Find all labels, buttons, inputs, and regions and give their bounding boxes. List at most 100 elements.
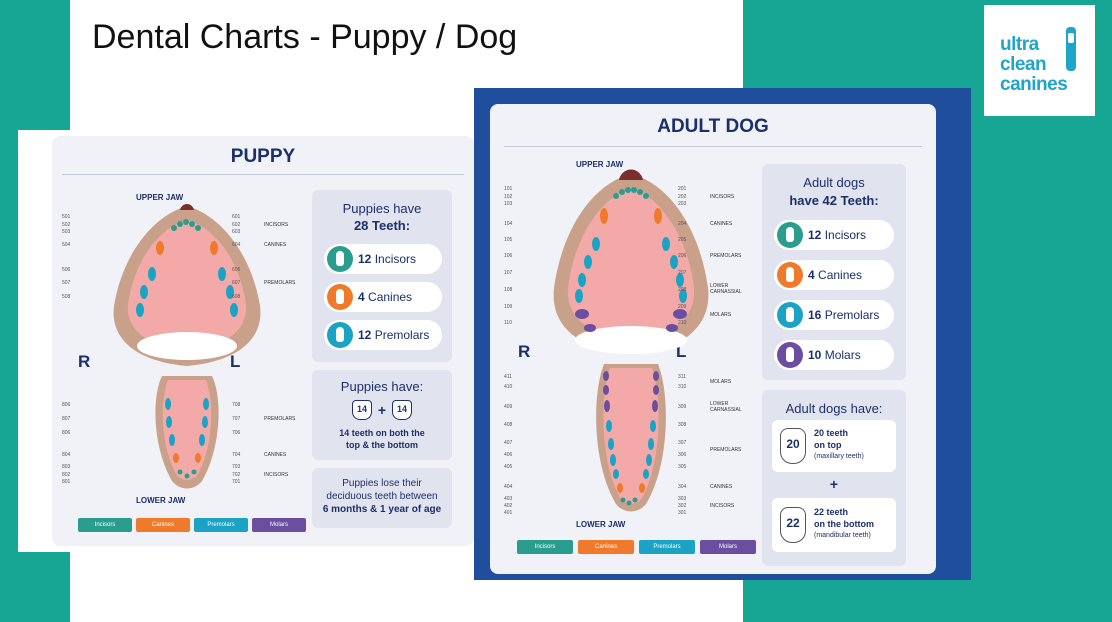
dog-num-103: 103	[504, 201, 513, 207]
premolar-icon	[777, 302, 803, 328]
puppy-legend-incisors: Incisors	[78, 518, 132, 532]
dog-top-count: 20	[780, 428, 806, 464]
dog-upper-incisors	[613, 187, 649, 199]
puppy-num-608: 608	[232, 294, 241, 300]
dog-molars-pill: 10 Molars	[774, 340, 894, 370]
puppy-group-lower-incisors: INCISORS	[264, 472, 289, 478]
dog-teeth-summary: Adult dogs have 42 Teeth: 12 Incisors 4 …	[762, 164, 906, 380]
dog-group-lower-molars: MOLARS	[710, 379, 732, 385]
puppy-distribution-box: Puppies have: 14 + 14 14 teeth on both t…	[312, 370, 452, 460]
dog-bottom-teeth-box: 22 22 teeth on the bottom (mandibular te…	[772, 498, 896, 552]
puppy-num-707: 707	[232, 416, 241, 422]
puppy-num-501: 501	[62, 214, 71, 220]
dog-top-3: (maxillary teeth)	[814, 453, 864, 460]
puppy-lose-teeth-box: Puppies lose their deciduous teeth betwe…	[312, 468, 452, 528]
dog-num-203: 203	[678, 201, 687, 207]
puppy-num-603: 603	[232, 229, 241, 235]
dog-group-lower-canines: CANINES	[710, 484, 733, 490]
puppy-lose-3: 6 months & 1 year of age	[322, 504, 442, 515]
ultra-clean-canines-logo: ultra clean canines	[984, 5, 1095, 116]
dog-num-205: 205	[678, 237, 687, 243]
dog-top-teeth-box: 20 20 teeth on top (maxillary teeth)	[772, 420, 896, 472]
dog-legend-molars: Molars	[700, 540, 756, 554]
puppy-incisors-label: Incisors	[374, 252, 417, 266]
puppy-lower-canines	[173, 453, 201, 463]
puppy-upper-incisors	[171, 219, 201, 231]
dog-num-202: 202	[678, 194, 687, 200]
dog-lower-incisors	[620, 497, 638, 506]
puppy-jaw-diagram	[113, 204, 261, 489]
dog-title: ADULT DOG	[657, 116, 769, 137]
dog-lower-canines	[617, 483, 645, 493]
dog-num-407: 407	[504, 440, 513, 446]
puppy-nose-tip	[180, 204, 194, 210]
puppy-premolars-count: 12	[358, 328, 372, 342]
dog-canines-pill: 4 Canines	[774, 260, 894, 290]
dog-lower-jaw-label: LOWER JAW	[576, 520, 626, 529]
dog-upper-gap	[575, 326, 687, 354]
canine-icon	[777, 262, 803, 288]
dog-molars-count: 10	[808, 348, 822, 362]
dog-group-canines: CANINES	[710, 221, 733, 227]
puppy-num-607: 607	[232, 280, 241, 286]
dog-top-1: 20 teeth	[814, 428, 849, 438]
dog-num-209: 209	[678, 304, 687, 310]
dog-num-109: 109	[504, 304, 513, 310]
dog-summary-head: Adult dogs	[803, 175, 865, 190]
puppy-num-701: 701	[232, 479, 241, 485]
dog-num-208: 208	[678, 287, 687, 293]
puppy-num-507: 507	[62, 280, 71, 286]
dog-nose-tip	[619, 169, 643, 180]
puppy-canines-label: Canines	[368, 290, 413, 304]
dog-num-409: 409	[504, 404, 513, 410]
dog-num-402: 402	[504, 503, 513, 509]
puppy-lose-2: deciduous teeth between	[326, 491, 438, 502]
dog-incisors-pill: 12 Incisors	[774, 220, 894, 250]
puppy-legend-molars: Molars	[252, 518, 306, 532]
puppy-num-602: 602	[232, 222, 241, 228]
puppy-legend-canines: Canines	[136, 518, 190, 532]
slide-title: Dental Charts - Puppy / Dog	[92, 18, 518, 56]
puppy-canines-pill: 4 Canines	[324, 282, 442, 312]
dog-group-incisors: INCISORS	[710, 194, 735, 200]
puppy-lose-1: Puppies lose their	[342, 478, 422, 489]
dog-num-204: 204	[678, 221, 687, 227]
adult-dog-chart: ADULT DOG UPPER JAW LOWER JAW R L	[474, 88, 971, 580]
dog-right-marker: R	[518, 342, 531, 361]
dog-num-102: 102	[504, 194, 513, 200]
puppy-top-count: 14	[352, 400, 372, 420]
dog-num-210: 210	[678, 320, 687, 326]
dog-summary-count: have 42 Teeth:	[789, 193, 879, 208]
puppy-group-incisors: INCISORS	[264, 222, 289, 228]
puppy-bottom-count: 14	[392, 400, 412, 420]
puppy-incisors-pill: 12 Incisors	[324, 244, 442, 274]
puppy-num-804: 804	[62, 452, 71, 458]
puppy-num-706: 706	[232, 430, 241, 436]
dog-distribution-box: Adult dogs have: 20 20 teeth on top (max…	[762, 390, 906, 566]
puppy-num-801: 801	[62, 479, 71, 485]
dog-num-101: 101	[504, 186, 513, 192]
puppy-summary-count: 28 Teeth:	[353, 218, 411, 233]
puppy-group-canines: CANINES	[264, 242, 287, 248]
logo-word-1: ultra	[1000, 34, 1039, 55]
dog-num-311: 311	[678, 374, 686, 380]
dog-legend-premolars: Premolars	[639, 540, 695, 554]
puppy-premolars-label: Premolars	[374, 328, 430, 342]
dog-num-411: 411	[504, 374, 512, 380]
puppy-chart-panel: PUPPY UPPER JAW LOWER JAW R L	[52, 136, 474, 546]
puppy-teeth-summary: Puppies have 28 Teeth: 12 Incisors 4 Can…	[312, 190, 452, 362]
puppy-num-604: 604	[232, 242, 241, 248]
dog-group-carnassial: CARNASSIAL	[710, 289, 742, 295]
dog-num-309: 309	[678, 404, 687, 410]
dog-upper-molars	[575, 309, 687, 332]
dog-num-302: 302	[678, 503, 687, 509]
puppy-num-702: 702	[232, 472, 241, 478]
puppy-title: PUPPY	[230, 146, 296, 167]
puppy-num-807: 807	[62, 416, 71, 422]
puppy-lower-incisors	[177, 469, 197, 479]
dog-top-2: on top	[814, 440, 842, 450]
dog-num-307: 307	[678, 440, 687, 446]
puppy-num-502: 502	[62, 222, 71, 228]
puppy-num-806b: 806	[62, 430, 71, 436]
dog-jaw-diagram	[553, 169, 709, 512]
